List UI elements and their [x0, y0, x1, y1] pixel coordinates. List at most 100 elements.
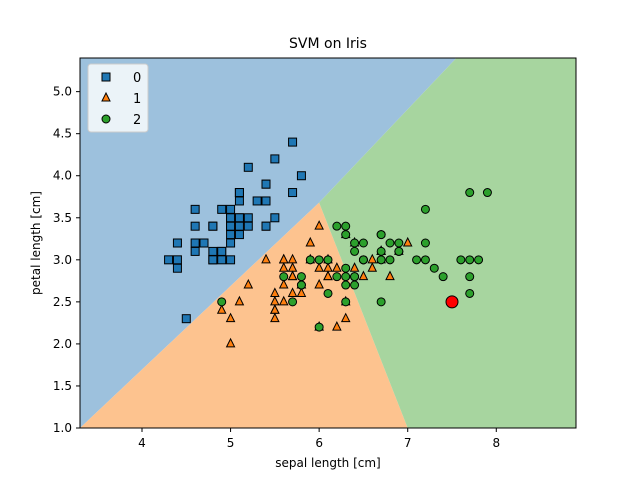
data-point-class-0 [190, 238, 200, 248]
data-point-class-0 [164, 255, 174, 265]
data-point-class-1 [314, 220, 324, 230]
data-point-class-2 [341, 221, 351, 231]
data-point-class-2 [305, 255, 315, 265]
data-point-class-0 [217, 246, 227, 256]
data-point-class-2 [385, 255, 395, 265]
data-point-class-2 [376, 230, 386, 240]
legend-marker-0 [101, 72, 111, 82]
data-point-class-2 [456, 255, 466, 265]
data-point-class-2 [429, 263, 439, 273]
data-point-class-0 [172, 255, 182, 265]
y-tick-label: 1.5 [53, 379, 72, 393]
data-point-class-1 [314, 278, 324, 289]
data-point-class-0 [199, 238, 209, 248]
data-point-class-1 [332, 262, 342, 272]
x-tick-label: 7 [404, 436, 412, 450]
data-point-class-2 [358, 255, 368, 265]
data-point-class-1 [314, 262, 324, 272]
data-point-class-2 [438, 272, 448, 282]
data-point-class-2 [296, 272, 306, 282]
data-point-class-1 [243, 278, 254, 289]
highlighted-point [445, 295, 459, 309]
data-point-class-2 [465, 188, 475, 198]
data-point-class-0 [234, 213, 244, 223]
data-point-class-1 [367, 253, 378, 264]
data-point-class-1 [278, 253, 289, 264]
data-point-class-0 [261, 179, 271, 189]
legend-label-1: 1 [133, 92, 141, 107]
data-point-class-1 [234, 295, 245, 306]
data-point-class-2 [323, 255, 333, 265]
data-point-class-0 [217, 255, 227, 265]
data-point-class-2 [385, 238, 395, 248]
data-point-class-2 [465, 288, 475, 298]
data-point-class-2 [279, 272, 289, 282]
x-tick-label: 8 [492, 436, 500, 450]
data-point-class-1 [278, 278, 289, 289]
chart-title: SVM on Iris [289, 36, 367, 52]
data-point-class-2 [296, 280, 306, 290]
data-point-class-1 [270, 304, 280, 314]
decision-region-class-0 [80, 58, 457, 428]
data-point-class-1 [367, 262, 378, 272]
legend-label-0: 0 [133, 71, 141, 86]
axes: 4 5 6 7 8 1.0 1.5 2.0 2.5 3.0 3.5 4.0 4.5 5.0 [53, 57, 577, 450]
data-point-class-0 [226, 230, 236, 240]
data-point-class-0 [208, 221, 218, 231]
data-point-class-1 [349, 262, 360, 272]
y-tick-label: 2.5 [53, 295, 72, 309]
data-point-class-0 [226, 255, 236, 265]
data-point-class-2 [376, 255, 386, 265]
data-point-class-1 [402, 236, 413, 247]
data-point-class-1 [287, 287, 298, 297]
data-point-class-1 [270, 312, 280, 323]
y-tick-label: 4.0 [53, 169, 72, 183]
data-point-class-2 [332, 272, 342, 282]
data-point-class-1 [216, 304, 227, 314]
data-point-class-1 [278, 262, 289, 272]
data-point-class-0 [226, 204, 236, 214]
data-point-class-0 [226, 238, 236, 248]
decision-region-class-2 [319, 58, 576, 428]
data-point-class-1 [225, 337, 236, 348]
data-point-class-1 [340, 312, 351, 323]
data-point-class-2 [350, 280, 360, 290]
data-point-class-1 [261, 253, 271, 264]
data-point-class-1 [278, 295, 289, 306]
data-point-class-1 [270, 287, 280, 297]
data-point-class-0 [234, 221, 244, 231]
x-axis-label: sepal length [cm] [275, 456, 380, 470]
data-point-class-1 [296, 287, 307, 297]
data-point-class-2 [376, 246, 386, 256]
data-point-class-0 [243, 221, 253, 231]
data-point-class-0 [270, 213, 280, 223]
data-point-class-0 [270, 154, 280, 164]
data-point-class-2 [217, 297, 227, 307]
data-point-class-0 [252, 196, 262, 206]
data-point-class-1 [385, 270, 395, 281]
y-tick-label: 3.0 [53, 253, 72, 267]
data-point-class-0 [234, 230, 244, 240]
data-point-class-1 [358, 270, 369, 281]
y-tick-label: 3.5 [53, 211, 72, 225]
data-point-class-1 [332, 320, 342, 331]
legend-label-2: 2 [133, 113, 141, 128]
data-point-class-2 [350, 246, 360, 256]
y-tick-label: 2.0 [53, 337, 72, 351]
y-tick-label: 4.5 [53, 127, 72, 141]
x-tick-label: 5 [227, 436, 235, 450]
data-point-class-2 [341, 230, 351, 240]
x-tick-label: 4 [138, 436, 146, 450]
data-point-class-0 [261, 221, 271, 231]
data-point-class-2 [314, 322, 324, 332]
data-point-class-0 [226, 221, 236, 231]
data-point-class-0 [172, 238, 182, 248]
data-point-class-2 [350, 238, 360, 248]
data-point-class-2 [341, 280, 351, 290]
data-point-class-0 [243, 162, 253, 172]
data-point-class-0 [261, 196, 271, 206]
data-point-class-2 [412, 255, 422, 265]
legend: 0 1 2 [87, 63, 149, 133]
data-point-class-0 [234, 188, 244, 198]
